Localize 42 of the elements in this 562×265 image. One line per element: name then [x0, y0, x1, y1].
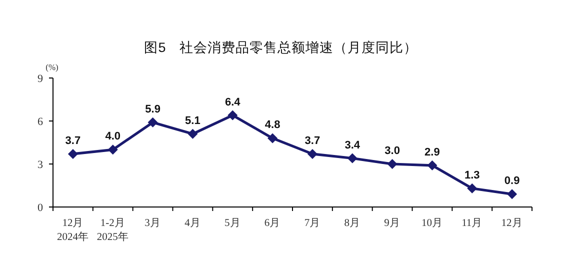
point: [427, 160, 438, 170]
data-label: 3.0: [384, 145, 400, 157]
point: [347, 153, 358, 164]
data-label: 5.1: [185, 114, 200, 127]
y-tick-label: 9: [38, 73, 44, 85]
data-label: 6.4: [224, 96, 242, 108]
x-tick-label: 9月: [384, 217, 400, 229]
x-tick-label: 8月: [344, 217, 360, 229]
y-tick-label: 6: [38, 116, 44, 128]
data-label: 4.8: [264, 119, 280, 132]
point: [148, 117, 158, 128]
data-label: 1.3: [464, 169, 480, 182]
x-tick-label: 1-2月 2025年: [96, 217, 129, 243]
data-label: 4.0: [105, 130, 121, 143]
point: [108, 144, 118, 155]
x-tick-label: 10月: [421, 217, 443, 229]
y-axis-title: (%): [46, 62, 59, 72]
data-label: 3.7: [65, 134, 81, 147]
x-tick-label: 12月: [501, 217, 523, 229]
x-tick-label: 11月: [462, 217, 483, 229]
y-tick-label: 0: [38, 202, 44, 214]
point: [268, 133, 278, 144]
point: [228, 110, 238, 120]
point: [68, 148, 78, 159]
x-tick-label: 3月: [144, 217, 161, 229]
data-label: 3.7: [304, 134, 320, 147]
x-tick-label: 5月: [224, 217, 241, 229]
point: [307, 148, 318, 159]
y-tick-label: 3: [38, 159, 44, 171]
point: [387, 159, 398, 169]
x-tick-label: 12月 2024年: [56, 217, 89, 243]
data-label: 2.9: [424, 146, 440, 158]
data-label: 0.9: [504, 175, 520, 188]
x-tick-label: 4月: [184, 217, 201, 229]
point: [467, 183, 478, 194]
x-tick-label: 7月: [304, 217, 321, 229]
point: [188, 128, 198, 139]
x-tick-label: 6月: [264, 217, 281, 229]
data-label: 3.4: [344, 139, 361, 152]
chart-title: 图5 社会消费品零售总额增速（月度同比）: [144, 40, 418, 55]
data-label: 5.9: [145, 103, 160, 116]
point: [507, 189, 518, 200]
